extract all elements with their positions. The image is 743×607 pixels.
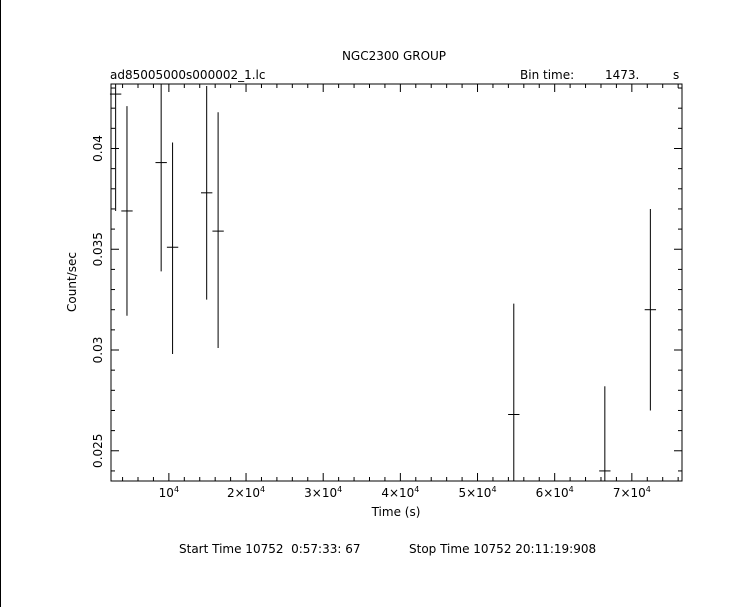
y-tick-label: 0.03 bbox=[91, 337, 105, 364]
x-tick-label: 3×104 bbox=[304, 485, 342, 500]
x-tick-label: 104 bbox=[159, 485, 179, 500]
y-axis-label: Count/sec bbox=[65, 252, 79, 312]
bin-time-label: Bin time: bbox=[520, 68, 575, 82]
data-point bbox=[201, 86, 213, 300]
data-points bbox=[109, 84, 657, 481]
x-tick-label: 5×104 bbox=[458, 485, 496, 500]
x-tick-label: 2×104 bbox=[227, 485, 265, 500]
x-tick-label: 6×104 bbox=[536, 485, 574, 500]
data-point bbox=[212, 112, 224, 348]
y-tick-label: 0.04 bbox=[91, 135, 105, 162]
stop-time-label: Stop Time 10752 20:11:19:908 bbox=[409, 542, 597, 556]
y-tick-label: 0.035 bbox=[91, 232, 105, 266]
y-tick-labels: 0.025 0.03 0.035 0.04 bbox=[91, 135, 105, 468]
bin-time-unit: s bbox=[673, 68, 680, 82]
window-left-border bbox=[0, 0, 1, 607]
data-point bbox=[109, 84, 122, 211]
plot-frame bbox=[110, 83, 683, 482]
chart-title: NGC2300 GROUP bbox=[342, 49, 446, 63]
file-name-label: ad85005000s000002_1.lc bbox=[110, 68, 266, 82]
start-time-label: Start Time 10752 0:57:33: 67 bbox=[179, 542, 361, 556]
axis-ticks bbox=[111, 84, 682, 481]
data-point bbox=[166, 142, 179, 355]
x-tick-label: 4×104 bbox=[381, 485, 419, 500]
x-tick-label: 7×104 bbox=[613, 485, 651, 500]
data-point bbox=[508, 303, 520, 481]
data-point bbox=[121, 106, 133, 316]
x-tick-labels: 104 2×104 3×104 4×104 5×104 6×104 7×104 bbox=[159, 485, 651, 500]
data-point bbox=[644, 208, 657, 411]
bin-time-value: 1473. bbox=[605, 68, 640, 82]
data-point bbox=[155, 84, 167, 272]
x-axis-label: Time (s) bbox=[371, 505, 421, 519]
data-point bbox=[599, 386, 611, 481]
y-tick-label: 0.025 bbox=[91, 434, 105, 468]
